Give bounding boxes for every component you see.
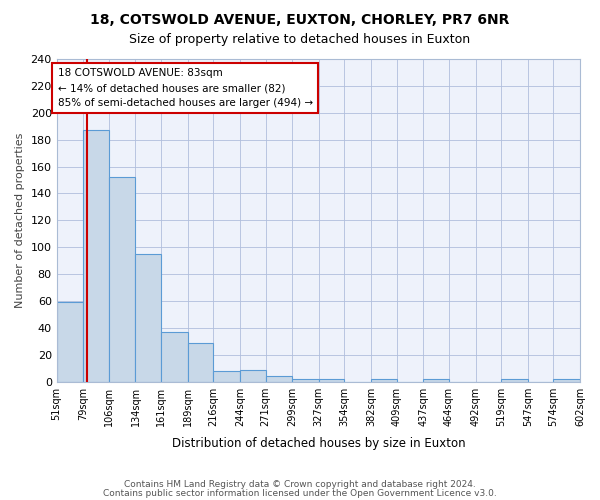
Bar <box>136 254 161 382</box>
Y-axis label: Number of detached properties: Number of detached properties <box>15 132 25 308</box>
Bar <box>553 379 580 382</box>
Text: Size of property relative to detached houses in Euxton: Size of property relative to detached ho… <box>130 32 470 46</box>
Bar <box>188 342 214 382</box>
Bar <box>371 379 397 382</box>
Bar <box>319 379 344 382</box>
Bar <box>423 379 449 382</box>
Bar <box>161 332 188 382</box>
Text: 18 COTSWOLD AVENUE: 83sqm
← 14% of detached houses are smaller (82)
85% of semi-: 18 COTSWOLD AVENUE: 83sqm ← 14% of detac… <box>58 68 313 108</box>
Bar <box>240 370 266 382</box>
Text: 18, COTSWOLD AVENUE, EUXTON, CHORLEY, PR7 6NR: 18, COTSWOLD AVENUE, EUXTON, CHORLEY, PR… <box>91 12 509 26</box>
Text: Contains HM Land Registry data © Crown copyright and database right 2024.: Contains HM Land Registry data © Crown c… <box>124 480 476 489</box>
Bar <box>266 376 292 382</box>
Bar <box>214 371 240 382</box>
X-axis label: Distribution of detached houses by size in Euxton: Distribution of detached houses by size … <box>172 437 465 450</box>
Bar <box>83 130 109 382</box>
Bar <box>292 379 319 382</box>
Text: Contains public sector information licensed under the Open Government Licence v3: Contains public sector information licen… <box>103 489 497 498</box>
Bar <box>56 302 83 382</box>
Bar <box>501 379 528 382</box>
Bar <box>109 178 136 382</box>
